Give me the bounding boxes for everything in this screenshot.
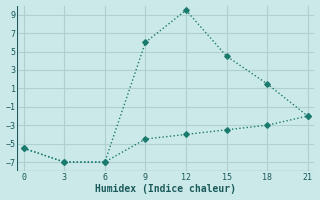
X-axis label: Humidex (Indice chaleur): Humidex (Indice chaleur) <box>95 184 236 194</box>
